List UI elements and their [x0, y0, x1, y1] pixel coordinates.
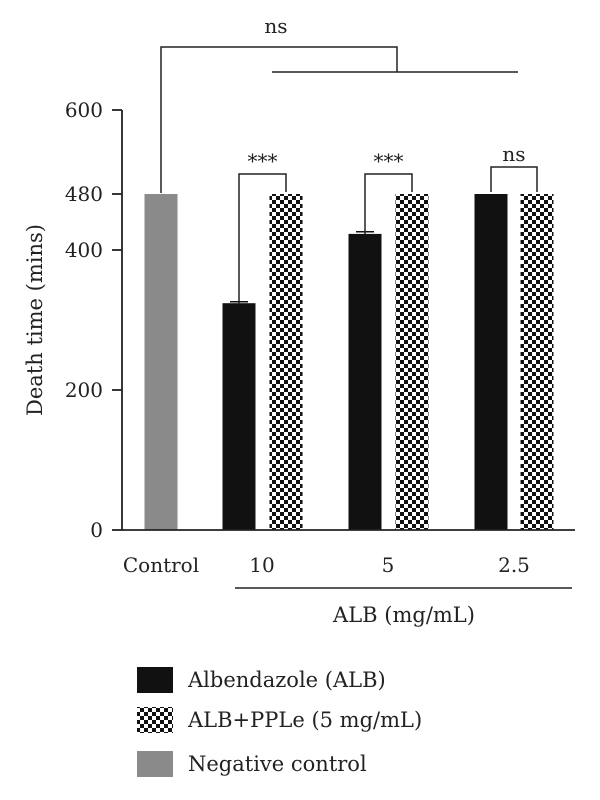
legend-swatch-negative-control: [137, 751, 173, 777]
x-axis-title: ALB (mg/mL): [332, 603, 475, 627]
x-tick-label-group: Control 10 5 2.5: [123, 553, 530, 577]
significance-label-10: ***: [248, 149, 278, 173]
legend-label-alb-pple-5-mg-ml: ALB+PPLe (5 mg/mL): [187, 708, 422, 732]
y-tick-label-200: 200: [65, 378, 103, 402]
significance-bracket-control: [160, 46, 398, 193]
bar-alb-pple-5-mg-ml-2.5: [520, 194, 554, 530]
bar-negative-control-Control: [144, 194, 178, 530]
legend: Albendazole (ALB) ALB+PPLe (5 mg/mL) Negat…: [137, 667, 422, 777]
x-tick-label-2.5: 2.5: [498, 553, 530, 577]
y-tick-label-0: 0: [90, 518, 103, 542]
y-tick-label-480: 480: [65, 182, 103, 206]
y-axis-title: Death time (mins): [23, 224, 47, 416]
significance-label-5: ***: [374, 149, 404, 173]
x-tick-label-10: 10: [249, 553, 274, 577]
significance-label-control: ns: [264, 14, 287, 38]
bar-group: [144, 194, 554, 530]
y-tick-label-400: 400: [65, 238, 103, 262]
bar-albendazole-alb-5: [348, 233, 382, 530]
x-tick-label-5: 5: [382, 553, 395, 577]
significance-bracket-2.5: [490, 166, 538, 192]
significance-label-2.5: ns: [502, 142, 525, 166]
x-tick-label-Control: Control: [123, 553, 199, 577]
bar-alb-pple-5-mg-ml-5: [395, 194, 429, 530]
bar-alb-pple-5-mg-ml-10: [269, 194, 303, 530]
legend-swatch-alb-pple-5-mg-ml: [137, 707, 173, 733]
significance-group: *** *** ns ns: [160, 14, 538, 302]
significance-bracket-10: [238, 173, 287, 302]
legend-label-albendazole-alb: Albendazole (ALB): [187, 668, 386, 692]
bar-albendazole-alb-2.5: [474, 194, 508, 530]
y-tick-group: 0 200 400 480 600: [65, 98, 122, 542]
legend-label-negative-control: Negative control: [188, 752, 367, 776]
bar-albendazole-alb-10: [222, 303, 256, 530]
significance-bracket-5: [364, 173, 413, 232]
y-tick-label-600: 600: [65, 98, 103, 122]
legend-swatch-albendazole-alb: [137, 667, 173, 693]
